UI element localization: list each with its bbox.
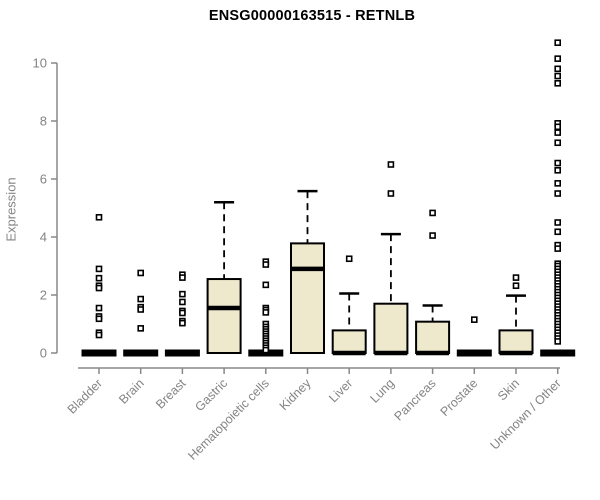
chart-title: ENSG00000163515 - RETNLB (208, 8, 416, 24)
outlier-point (554, 180, 562, 187)
outlier-point (137, 269, 144, 277)
box (498, 329, 534, 355)
category-label: Lung (367, 376, 397, 406)
outlier-point (554, 139, 562, 147)
category-label: Hematopoietic cells (185, 376, 272, 463)
outlier-point (137, 295, 144, 303)
box (415, 320, 451, 354)
y-tick-label: 0 (40, 346, 47, 361)
outlier-point (554, 65, 562, 73)
outlier-point (554, 219, 562, 226)
category-label: Pancreas (391, 376, 438, 423)
outlier-point (95, 274, 103, 282)
outlier-point (470, 316, 478, 323)
y-tick-label: 6 (40, 172, 47, 187)
outlier-point (262, 261, 270, 268)
box (331, 329, 367, 355)
box (290, 242, 325, 355)
outlier-point (554, 245, 562, 252)
outlier-point (179, 309, 186, 317)
outlier-point (554, 80, 562, 87)
y-tick-label: 8 (40, 114, 47, 129)
outlier-point (554, 338, 562, 345)
category-label: Liver (326, 376, 355, 405)
outlier-point (179, 319, 186, 327)
outlier-point (554, 55, 562, 62)
category-label: Brain (116, 376, 147, 407)
outlier-point (262, 281, 270, 289)
outlier-point (554, 159, 562, 167)
outlier-point (95, 265, 103, 273)
outlier-point (262, 309, 270, 316)
outlier-point (179, 290, 186, 298)
outlier-point (345, 255, 353, 263)
category-label: Breast (153, 376, 189, 412)
outlier-point (95, 331, 103, 339)
outlier-point (512, 274, 520, 281)
y-tick-label: 10 (33, 56, 47, 71)
category-label: Gastric (192, 376, 230, 414)
outlier-point (95, 284, 103, 292)
category-label: Kidney (277, 376, 314, 413)
box-collapsed (123, 349, 159, 357)
box-collapsed (81, 349, 117, 357)
box-collapsed (164, 349, 200, 357)
outlier-point (387, 161, 395, 168)
outlier-point (554, 39, 562, 47)
category-label: Skin (495, 376, 522, 403)
outlier-point (95, 304, 103, 312)
outlier-point (554, 129, 562, 136)
y-tick-label: 2 (40, 288, 47, 303)
box-collapsed (456, 349, 492, 357)
category-label: Unknown / Other (488, 376, 564, 452)
outlier-point (554, 228, 562, 236)
outlier-point (554, 72, 562, 80)
outlier-point (429, 232, 436, 239)
box-collapsed (540, 349, 576, 357)
outlier-point (262, 346, 270, 354)
outlier-point (95, 213, 103, 221)
outlier-point (387, 190, 395, 197)
box (373, 302, 409, 355)
outlier-point (179, 274, 186, 281)
outlier-point (137, 306, 144, 313)
category-label: Prostate (438, 376, 481, 419)
box (206, 278, 242, 354)
outlier-point (554, 123, 562, 131)
outlier-point (554, 167, 562, 174)
outlier-point (179, 298, 186, 306)
outlier-point (429, 209, 436, 217)
y-tick-label: 4 (40, 230, 47, 245)
outlier-point (554, 190, 562, 197)
outlier-point (95, 315, 103, 323)
outlier-point (512, 282, 520, 290)
outlier-point (137, 325, 144, 332)
category-label: Bladder (65, 376, 105, 416)
